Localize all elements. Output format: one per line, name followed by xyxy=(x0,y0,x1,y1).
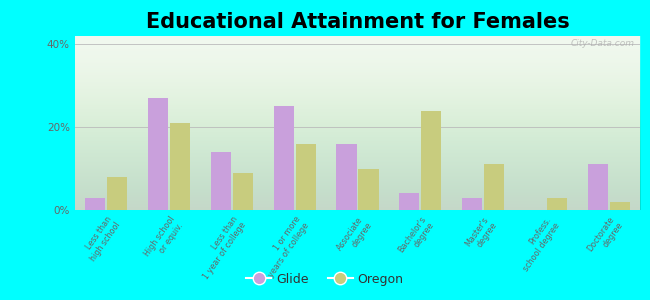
Bar xyxy=(421,111,441,210)
Bar xyxy=(296,144,316,210)
Bar xyxy=(107,177,127,210)
Bar xyxy=(610,202,630,210)
Bar xyxy=(337,144,357,210)
Bar xyxy=(462,198,482,210)
Bar xyxy=(233,173,253,210)
Bar xyxy=(588,164,608,210)
Bar xyxy=(211,152,231,210)
Title: Educational Attainment for Females: Educational Attainment for Females xyxy=(146,12,569,32)
Text: City-Data.com: City-Data.com xyxy=(571,40,634,49)
Bar xyxy=(170,123,190,210)
Bar xyxy=(399,194,419,210)
Legend: Glide, Oregon: Glide, Oregon xyxy=(241,268,409,291)
Bar xyxy=(274,106,294,210)
Bar xyxy=(358,169,378,210)
Bar xyxy=(484,164,504,210)
Bar xyxy=(148,98,168,210)
Bar xyxy=(85,198,105,210)
Bar xyxy=(547,198,567,210)
